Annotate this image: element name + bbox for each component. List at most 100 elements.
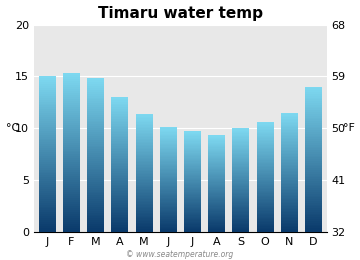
Bar (136, 210, 153, 211)
Bar (232, 230, 249, 232)
Bar (281, 187, 298, 188)
Bar (184, 171, 201, 173)
Bar (232, 196, 249, 197)
Bar (39, 205, 56, 206)
Bar (305, 87, 322, 88)
Bar (305, 166, 322, 168)
Bar (232, 135, 249, 136)
Bar (160, 179, 177, 181)
Bar (281, 156, 298, 157)
Bar (305, 183, 322, 185)
Bar (257, 207, 274, 209)
Bar (136, 137, 153, 139)
Bar (160, 170, 177, 172)
Bar (208, 199, 225, 200)
Bar (184, 205, 201, 207)
Bar (160, 228, 177, 229)
Bar (87, 153, 104, 155)
Bar (160, 208, 177, 210)
Bar (136, 193, 153, 195)
Bar (160, 190, 177, 191)
Bar (39, 109, 56, 111)
Bar (208, 212, 225, 214)
Bar (281, 145, 298, 147)
Bar (232, 225, 249, 227)
Text: © www.seatemperature.org: © www.seatemperature.org (126, 250, 234, 259)
Bar (232, 146, 249, 148)
Bar (136, 161, 153, 162)
Bar (281, 177, 298, 178)
Bar (208, 184, 225, 185)
Bar (232, 228, 249, 229)
Bar (63, 129, 80, 131)
Bar (39, 129, 56, 131)
Bar (39, 199, 56, 201)
Bar (305, 174, 322, 176)
Bar (184, 173, 201, 174)
Bar (111, 193, 128, 195)
Bar (39, 191, 56, 193)
Bar (232, 149, 249, 150)
Bar (281, 178, 298, 180)
Bar (160, 195, 177, 197)
Bar (208, 143, 225, 144)
Bar (39, 170, 56, 172)
Bar (257, 130, 274, 132)
Bar (111, 144, 128, 146)
Bar (111, 206, 128, 208)
Bar (257, 171, 274, 173)
Bar (281, 133, 298, 135)
Bar (111, 202, 128, 203)
Bar (208, 176, 225, 178)
Bar (232, 148, 249, 149)
Bar (208, 144, 225, 145)
Bar (257, 214, 274, 215)
Bar (39, 216, 56, 218)
Bar (232, 179, 249, 180)
Bar (305, 105, 322, 107)
Bar (184, 163, 201, 164)
Bar (160, 204, 177, 206)
Bar (160, 131, 177, 132)
Bar (111, 151, 128, 153)
Bar (160, 159, 177, 160)
Bar (87, 90, 104, 92)
Bar (111, 229, 128, 230)
Bar (160, 151, 177, 152)
Bar (111, 104, 128, 106)
Bar (208, 161, 225, 162)
Bar (39, 113, 56, 115)
Bar (63, 85, 80, 87)
Bar (184, 231, 201, 232)
Bar (257, 215, 274, 217)
Bar (184, 193, 201, 194)
Bar (305, 223, 322, 225)
Bar (160, 206, 177, 207)
Bar (257, 138, 274, 140)
Bar (39, 203, 56, 205)
Bar (136, 202, 153, 204)
Bar (39, 214, 56, 216)
Bar (39, 96, 56, 98)
Bar (63, 121, 80, 123)
Bar (39, 209, 56, 210)
Bar (281, 183, 298, 184)
Bar (184, 175, 201, 177)
Bar (208, 210, 225, 211)
Bar (39, 218, 56, 220)
Bar (184, 159, 201, 160)
Bar (184, 139, 201, 140)
Bar (257, 206, 274, 207)
Bar (111, 180, 128, 181)
Bar (160, 203, 177, 204)
Bar (136, 218, 153, 220)
Bar (281, 218, 298, 220)
Bar (305, 219, 322, 221)
Bar (136, 198, 153, 199)
Bar (232, 212, 249, 214)
Bar (111, 210, 128, 212)
Bar (160, 213, 177, 215)
Bar (63, 192, 80, 194)
Bar (305, 128, 322, 130)
Bar (63, 194, 80, 196)
